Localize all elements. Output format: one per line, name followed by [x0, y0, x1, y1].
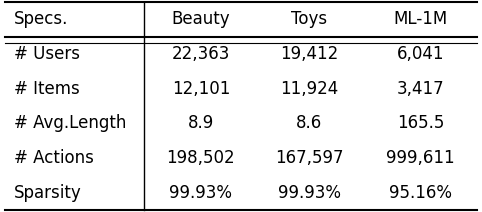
Text: 12,101: 12,101 [172, 80, 230, 98]
Text: Beauty: Beauty [172, 10, 230, 28]
Text: 198,502: 198,502 [167, 149, 235, 167]
Text: ML-1M: ML-1M [393, 10, 448, 28]
Text: 22,363: 22,363 [172, 45, 230, 63]
Text: 99.93%: 99.93% [278, 184, 341, 202]
Text: # Items: # Items [14, 80, 80, 98]
Text: 167,597: 167,597 [275, 149, 344, 167]
Text: 19,412: 19,412 [281, 45, 339, 63]
Text: # Avg.Length: # Avg.Length [14, 114, 127, 132]
Text: 6,041: 6,041 [397, 45, 444, 63]
Text: Sparsity: Sparsity [14, 184, 82, 202]
Text: 99.93%: 99.93% [169, 184, 232, 202]
Text: 95.16%: 95.16% [389, 184, 452, 202]
Text: 8.9: 8.9 [187, 114, 214, 132]
Text: 8.6: 8.6 [296, 114, 322, 132]
Text: 165.5: 165.5 [397, 114, 444, 132]
Text: # Actions: # Actions [14, 149, 94, 167]
Text: 3,417: 3,417 [397, 80, 444, 98]
Text: 11,924: 11,924 [281, 80, 339, 98]
Text: # Users: # Users [14, 45, 80, 63]
Text: Toys: Toys [292, 10, 328, 28]
Text: 999,611: 999,611 [386, 149, 455, 167]
Text: Specs.: Specs. [14, 10, 68, 28]
